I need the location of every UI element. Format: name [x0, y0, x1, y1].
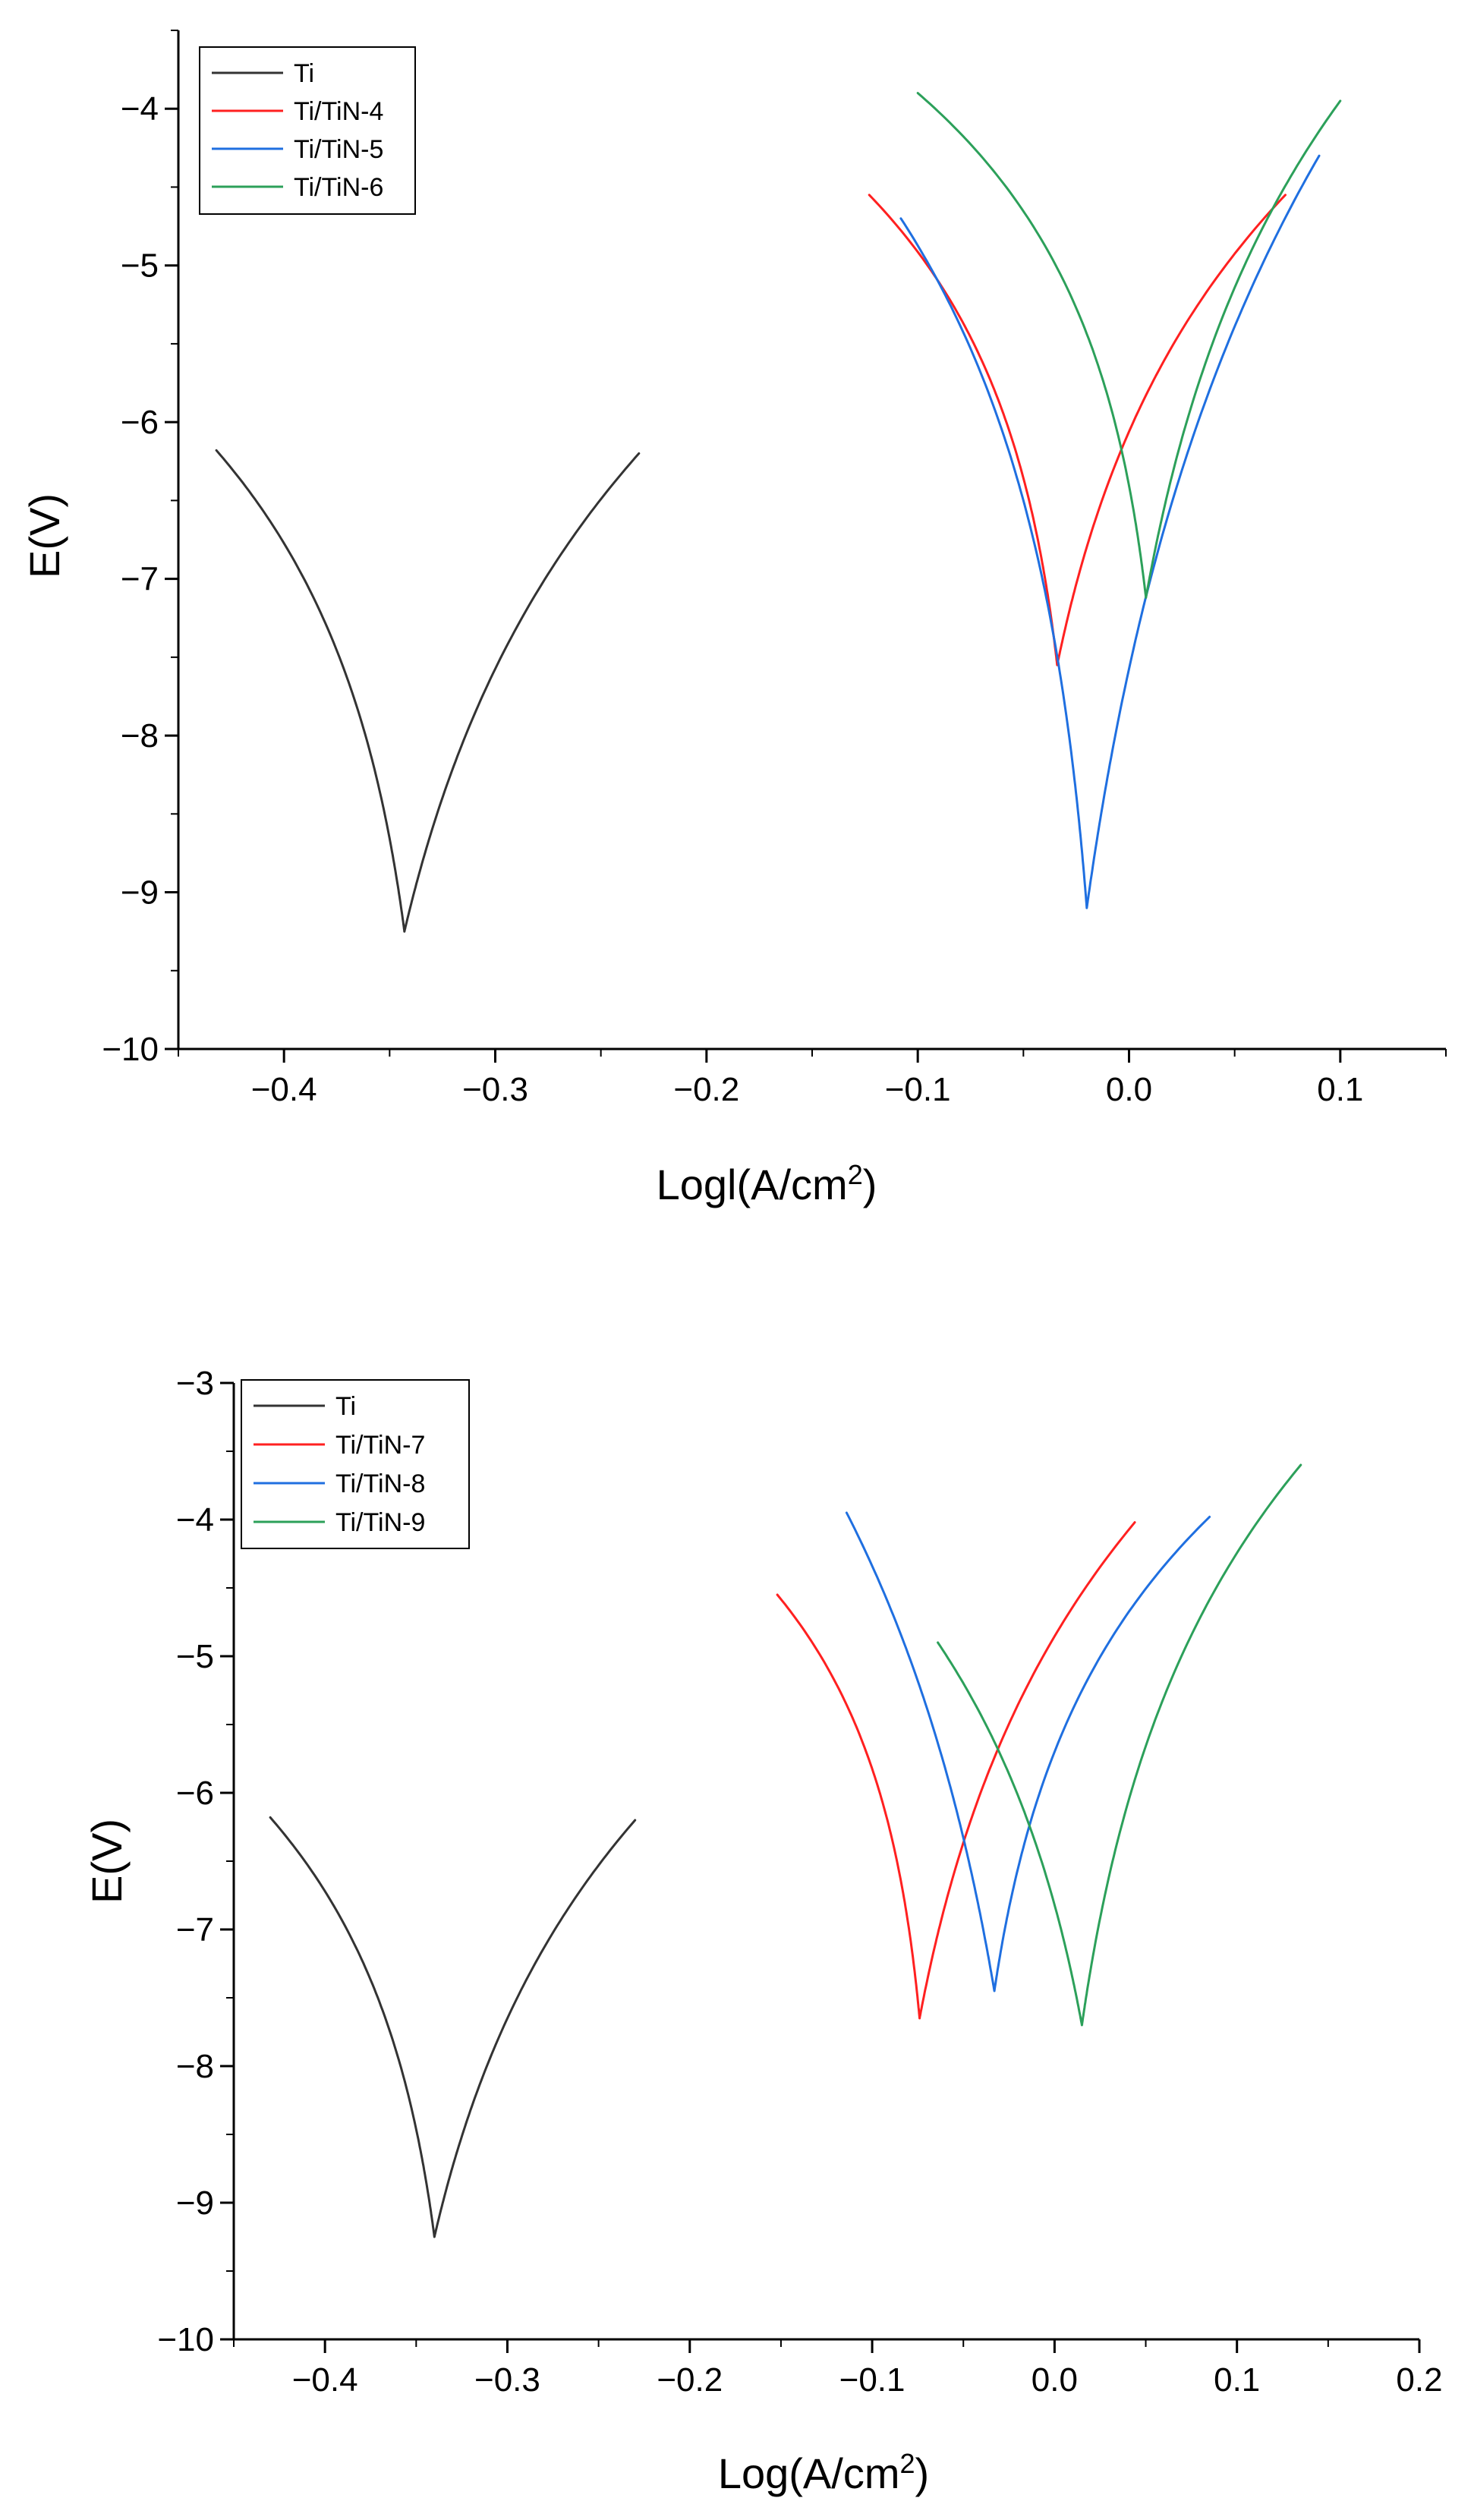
y-tick-label: −8	[176, 2048, 214, 2085]
y-tick-label: −10	[157, 2321, 214, 2358]
legend: Ti Ti/TiN-7 Ti/TiN-8 Ti/TiN-9	[241, 1379, 470, 1549]
x-axis-title-superscript: 2	[848, 1159, 863, 1190]
y-tick-label: −10	[102, 1031, 159, 1068]
y-axis-title: E(V)	[83, 1819, 131, 1904]
legend-label: Ti/TiN-4	[294, 97, 383, 126]
x-tick-label: −0.4	[292, 2361, 358, 2399]
x-tick-label: 0.2	[1396, 2361, 1442, 2399]
y-tick-label: −4	[176, 1501, 214, 1539]
legend: Ti Ti/TiN-4 Ti/TiN-5 Ti/TiN-6	[199, 46, 416, 215]
curve-ti-tin-7	[776, 1521, 1136, 2020]
x-tick-label: −0.2	[673, 1071, 739, 1108]
tick-group: −0.4 −0.3 −0.2 −0.1 0.0 0.1 0.2 −10 −9 −8 −7 −6 −5 −4…	[157, 1365, 1442, 2399]
curve-group	[269, 1463, 1302, 2238]
legend-label: Ti	[294, 59, 314, 88]
legend-label: Ti/TiN-6	[294, 173, 383, 202]
x-tick-label: −0.3	[462, 1071, 528, 1108]
y-axis-title: E(V)	[20, 493, 68, 578]
x-tick-label: 0.1	[1317, 1071, 1363, 1108]
x-tick-label: −0.4	[251, 1071, 317, 1108]
curve-ti-tin-8	[845, 1511, 1211, 1992]
top-polarization-chart: −0.4 −0.3 −0.2 −0.1 0.0 0.1 −10 −9 −8 −7 −6 −5 −4 Lo…	[20, 30, 1447, 1209]
legend-box	[241, 1379, 470, 1549]
x-axis-title-superscript: 2	[899, 2448, 915, 2479]
y-tick-label: −6	[176, 1775, 214, 1812]
y-tick-label: −4	[121, 90, 159, 128]
x-tick-label: −0.1	[885, 1071, 951, 1108]
curve-ti	[215, 449, 641, 933]
y-tick-label: −5	[176, 1638, 214, 1675]
x-tick-label: 0.0	[1031, 2361, 1078, 2399]
y-tick-label: −3	[176, 1365, 214, 1402]
legend-label: Ti	[335, 1392, 356, 1421]
x-tick-label: 0.1	[1214, 2361, 1260, 2399]
curve-ti	[269, 1816, 637, 2238]
y-tick-label: −9	[121, 874, 159, 912]
curve-group	[215, 92, 1342, 933]
tick-group: −0.4 −0.3 −0.2 −0.1 0.0 0.1 −10 −9 −8 −7 −6 −5 −4	[102, 30, 1447, 1108]
x-tick-label: −0.3	[474, 2361, 540, 2399]
bottom-polarization-chart: −0.4 −0.3 −0.2 −0.1 0.0 0.1 0.2 −10 −9 −8 −7 −6 −5 −4…	[83, 1365, 1443, 2497]
x-axis-title: Logl(A/cm2)	[657, 1159, 877, 1209]
legend-label: Ti/TiN-9	[335, 1508, 425, 1537]
legend-label: Ti/TiN-5	[294, 135, 383, 164]
x-tick-label: 0.0	[1106, 1071, 1152, 1108]
y-tick-label: −7	[121, 561, 159, 598]
y-tick-label: −5	[121, 247, 159, 285]
curve-ti-tin-4	[868, 194, 1287, 666]
curve-ti-tin-6	[916, 92, 1342, 599]
x-axis-title: Log(A/cm2)	[718, 2448, 929, 2498]
curve-ti-tin-9	[937, 1463, 1302, 2027]
curve-ti-tin-5	[899, 154, 1321, 909]
legend-label: Ti/TiN-7	[335, 1431, 425, 1460]
y-tick-label: −8	[121, 717, 159, 754]
y-tick-label: −6	[121, 404, 159, 441]
y-tick-label: −9	[176, 2185, 214, 2222]
x-tick-label: −0.2	[657, 2361, 723, 2399]
legend-label: Ti/TiN-8	[335, 1469, 425, 1498]
y-tick-label: −7	[176, 1911, 214, 1948]
x-tick-label: −0.1	[839, 2361, 906, 2399]
